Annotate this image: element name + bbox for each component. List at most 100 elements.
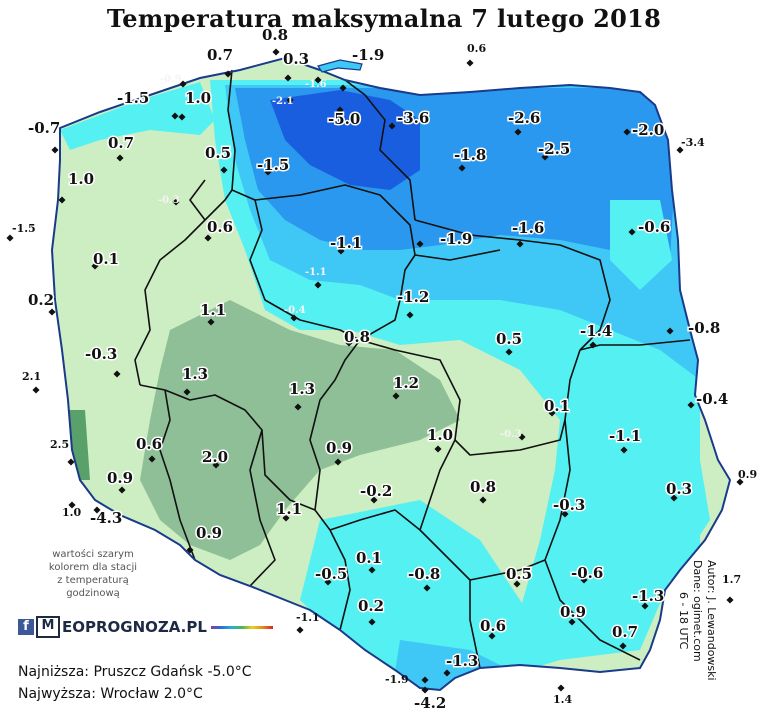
station: 0.2 — [357, 596, 386, 626]
station: -5.0 — [327, 106, 362, 130]
station: -2.0 — [623, 120, 666, 141]
station-value-label: 0.6 — [136, 435, 162, 453]
station: 1.0 — [62, 501, 81, 519]
station-marker — [666, 327, 674, 335]
station-value-label: -1.8 — [454, 146, 486, 164]
station-value-label: 0.1 — [93, 250, 119, 268]
hel-peninsula — [317, 59, 363, 73]
station-value-label: -1.2 — [397, 288, 429, 306]
station-marker — [186, 546, 194, 554]
station-value-label: -0.8 — [408, 565, 440, 583]
station: -0.3 — [158, 195, 180, 206]
station-value-label: 0.8 — [262, 26, 288, 44]
station-marker — [488, 632, 496, 640]
station-marker — [514, 128, 522, 136]
station-value-label: -5.0 — [328, 110, 360, 128]
station-marker — [272, 48, 280, 56]
station-marker — [416, 240, 424, 248]
station-value-label: -1.5 — [12, 222, 36, 235]
station-value-label: -1.6 — [512, 219, 544, 237]
station-value-label: -0.3 — [158, 195, 180, 206]
station: 0.3 — [665, 479, 694, 502]
station-value-label: 1.0 — [62, 506, 81, 519]
station-value-label: -1.1 — [330, 234, 362, 252]
station: -4.2 — [413, 686, 448, 714]
brand-name: EOPROGNOZA.PL — [62, 618, 207, 636]
station: 0.6 — [466, 42, 486, 67]
station-marker — [423, 584, 431, 592]
station: -0.7 — [27, 118, 62, 154]
station: 0.6 — [204, 217, 235, 242]
lowest-temperature: Najniższa: Pruszcz Gdańsk -5.0°C — [18, 664, 252, 680]
station-marker — [171, 112, 179, 120]
station-marker — [568, 618, 576, 626]
station-value-label: 1.0 — [427, 426, 453, 444]
station-marker — [284, 74, 292, 82]
station: -1.3 — [443, 651, 480, 677]
station-marker — [434, 445, 442, 453]
station-marker — [183, 388, 191, 396]
station-marker — [178, 113, 186, 121]
meteoprognoza-logo[interactable]: f M EOPROGNOZA.PL — [18, 616, 273, 638]
station-value-label: -1.5 — [117, 89, 149, 107]
station: -3.4 — [676, 136, 705, 154]
station: -1.9 — [385, 673, 429, 686]
credits-hours: 6 - 18 UTC — [677, 592, 690, 650]
station-marker — [264, 168, 272, 176]
station: -1.5 — [6, 222, 36, 242]
station-marker — [48, 308, 56, 316]
station-marker — [479, 496, 487, 504]
station: -1.9 — [339, 45, 386, 92]
station-value-label: 1.3 — [182, 365, 208, 383]
station: -4.3 — [89, 506, 124, 529]
station-value-label: 0.7 — [612, 623, 638, 641]
station-value-label: 0.8 — [344, 328, 370, 346]
station-value-label: 0.9 — [738, 468, 757, 481]
station-value-label: -2.1 — [272, 96, 294, 107]
station: -0.3 — [84, 344, 121, 378]
station: 0.5 — [204, 143, 233, 174]
station-marker — [148, 455, 156, 463]
station: 1.2 — [392, 373, 421, 400]
station-value-label: -1.9 — [440, 230, 472, 248]
station: -0.5 — [314, 564, 349, 586]
station-value-label: 0.2 — [358, 597, 384, 615]
station-value-label: 0.9 — [196, 524, 222, 542]
station: 0.2 — [27, 290, 56, 316]
station-value-label: 0.6 — [480, 617, 506, 635]
station-value-label: -1.1 — [296, 611, 320, 624]
station-marker — [290, 314, 298, 322]
station: -0.2 — [359, 481, 394, 504]
warm-zone-interior — [140, 300, 460, 560]
station-marker — [421, 686, 429, 694]
station: 0.1 — [355, 548, 384, 574]
cold-zone-east-interior — [610, 200, 672, 290]
station: 2.0 — [201, 447, 230, 469]
station-value-label: -3.4 — [681, 136, 705, 149]
station-value-label: 0.5 — [506, 565, 532, 583]
station-marker — [687, 401, 695, 409]
station-marker — [204, 234, 212, 242]
station: -0.8 — [666, 318, 722, 339]
station-value-label: 0.3 — [666, 480, 692, 498]
station-marker — [324, 578, 332, 586]
station-values: 0.8 0.7 0.3 -1.9 0.6 -0.9 -1.6 -1.5 1.0 -2.1 -5.0 -… — [6, 25, 757, 714]
station: -0.6 — [628, 217, 672, 238]
station-marker — [628, 228, 636, 236]
station-marker — [388, 122, 396, 130]
station-marker — [619, 642, 627, 650]
brand-color-bar — [210, 625, 273, 629]
cold-zone-coast-west — [60, 82, 215, 150]
station: -1.8 — [453, 145, 488, 172]
station: 1.0 — [178, 88, 213, 121]
station-marker — [113, 370, 121, 378]
station-value-label: -3.6 — [397, 109, 429, 127]
station-value-label: -0.5 — [315, 565, 347, 583]
station-value-label: 0.6 — [467, 42, 486, 55]
station-marker — [68, 501, 76, 509]
station: 1.3 — [181, 364, 210, 396]
facebook-icon[interactable]: f — [18, 619, 34, 635]
station-marker — [541, 153, 549, 161]
note-line: godzinową — [66, 588, 120, 599]
